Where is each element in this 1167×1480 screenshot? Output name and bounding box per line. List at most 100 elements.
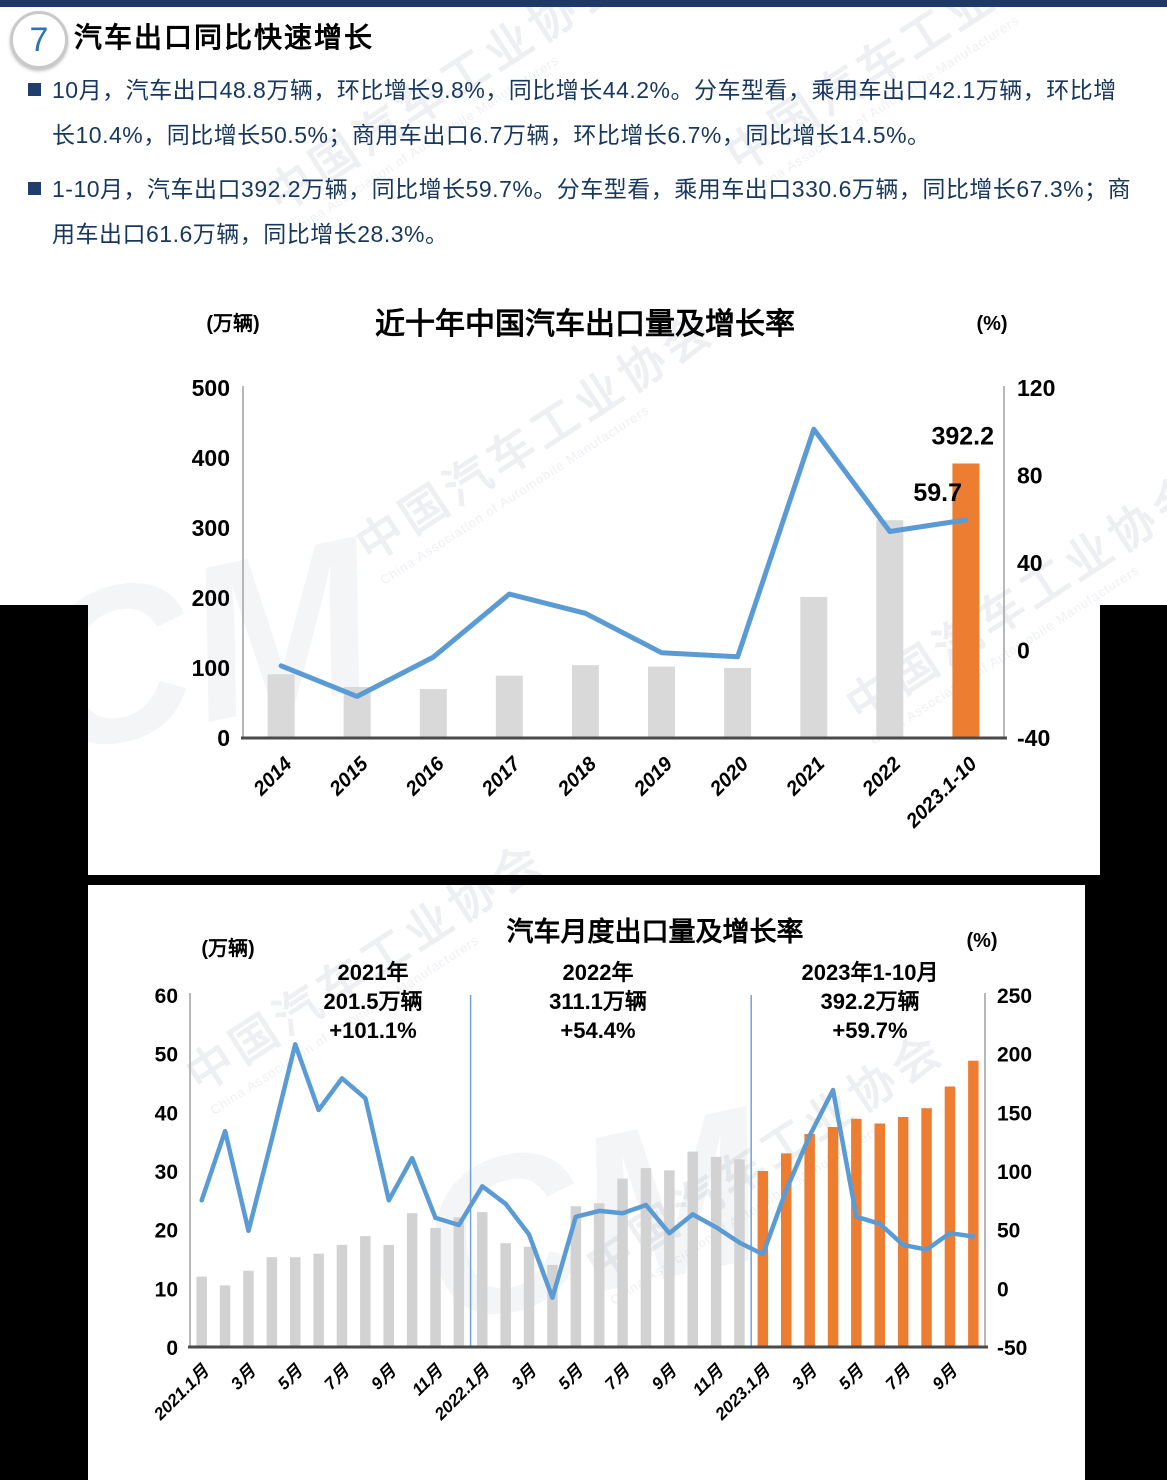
period-annotation: +59.7%: [832, 1018, 907, 1043]
right-axis-unit-label: (%): [976, 313, 1007, 335]
x-axis-tick: 5月: [274, 1361, 307, 1394]
export-volume-bar: [430, 1227, 441, 1347]
export-volume-bar: [570, 1206, 582, 1347]
left-axis-tick: 0: [166, 1337, 178, 1360]
background-right-lower-black: [1085, 875, 1167, 1480]
x-axis-tick: 2021.1月: [150, 1361, 214, 1425]
right-axis-tick: 80: [1017, 463, 1043, 489]
bar-value-label: 392.2: [931, 422, 994, 450]
export-volume-bar: [593, 1203, 605, 1347]
export-volume-bar: [757, 1171, 769, 1347]
x-axis-tick: 7月: [321, 1361, 354, 1394]
period-annotation: 2022年: [563, 960, 634, 985]
bullet-item: 1-10月，汽车出口392.2万辆，同比增长59.7%。分车型看，乘用车出口33…: [28, 167, 1138, 257]
bullet-item: 10月，汽车出口48.8万辆，环比增长9.8%，同比增长44.2%。分车型看，乘…: [28, 68, 1138, 158]
export-volume-bar: [243, 1270, 254, 1347]
x-axis-tick: 2014: [249, 753, 297, 801]
right-axis-tick: 150: [997, 1102, 1032, 1125]
left-axis-tick: 100: [192, 655, 230, 681]
chart-title: 汽车月度出口量及增长率: [507, 916, 804, 947]
export-volume-bar: [571, 665, 599, 738]
left-axis-tick: 50: [155, 1044, 178, 1067]
right-axis-tick: 40: [1017, 550, 1043, 576]
x-axis-tick: 2016: [401, 752, 449, 800]
x-axis-tick: 7月: [601, 1361, 634, 1394]
left-axis-tick: 300: [192, 515, 230, 541]
x-axis-tick: 2020: [705, 753, 753, 801]
export-volume-bar: [897, 1117, 909, 1347]
x-axis-tick: 2021: [782, 753, 830, 801]
export-volume-bar: [360, 1236, 371, 1347]
left-axis-tick: 200: [192, 585, 230, 611]
period-annotation: +54.4%: [560, 1018, 635, 1043]
period-annotation: 392.2万辆: [820, 989, 919, 1014]
chart-title: 近十年中国汽车出口量及增长率: [375, 307, 795, 341]
left-axis-tick: 0: [217, 725, 230, 751]
left-axis-tick: 10: [155, 1278, 178, 1301]
export-volume-bar: [952, 463, 980, 738]
right-axis-unit-label: (%): [966, 930, 997, 952]
export-volume-bar: [406, 1213, 418, 1347]
left-axis-tick: 500: [192, 375, 230, 401]
x-axis-tick: 2015: [325, 752, 373, 800]
page-title: 汽车出口同比快速增长: [74, 22, 375, 53]
export-volume-bar: [648, 666, 675, 738]
bullet-square-icon: [28, 182, 41, 195]
export-volume-bar: [419, 689, 447, 738]
left-axis-tick: 400: [192, 445, 230, 471]
export-volume-bar: [968, 1060, 979, 1347]
export-volume-bar: [477, 1212, 488, 1347]
x-axis-tick: 3月: [788, 1361, 821, 1394]
period-annotation: 2021年: [338, 960, 409, 985]
export-volume-bar: [290, 1257, 301, 1347]
left-axis-unit-label: (万辆): [206, 311, 259, 335]
summary-bullet-list: 10月，汽车出口48.8万辆，环比增长9.8%，同比增长44.2%。分车型看，乘…: [28, 68, 1138, 266]
x-axis-tick: 7月: [882, 1361, 915, 1394]
x-axis-tick: 5月: [554, 1361, 587, 1394]
x-axis-tick: 2023.1-10: [902, 753, 982, 833]
right-axis-tick: 120: [1017, 375, 1055, 401]
right-axis-tick: 100: [997, 1161, 1032, 1184]
growth-rate-line: [199, 1042, 976, 1300]
export-volume-bar: [710, 1156, 722, 1347]
left-axis-tick: 40: [155, 1102, 178, 1125]
export-volume-bar: [804, 1134, 815, 1347]
export-volume-bar: [219, 1285, 231, 1347]
export-volume-bar: [921, 1108, 932, 1347]
export-volume-bar: [876, 520, 904, 738]
right-axis-tick: 0: [997, 1278, 1009, 1301]
export-volume-bar: [313, 1253, 324, 1347]
line-value-label: 59.7: [913, 479, 962, 507]
export-volume-bar: [724, 668, 752, 738]
export-volume-bar: [523, 1246, 535, 1347]
bullet-text: 10月，汽车出口48.8万辆，环比增长9.8%，同比增长44.2%。分车型看，乘…: [52, 77, 1117, 148]
export-volume-bar: [617, 1178, 628, 1347]
export-volume-bar: [800, 596, 828, 738]
export-volume-bar: [687, 1151, 698, 1347]
background-divider-band: [88, 875, 1100, 885]
export-volume-bar: [336, 1244, 348, 1347]
left-axis-tick: 30: [155, 1161, 178, 1184]
period-annotation: +101.1%: [329, 1018, 416, 1043]
x-axis-tick: 9月: [648, 1361, 681, 1394]
export-volume-bar: [874, 1123, 885, 1347]
background-right-upper-black: [1100, 605, 1167, 875]
right-axis-tick: 0: [1017, 638, 1030, 664]
export-volume-bar: [500, 1243, 511, 1347]
export-volume-bar: [495, 675, 523, 738]
export-volume-bar: [453, 1217, 465, 1347]
bullet-text: 1-10月，汽车出口392.2万辆，同比增长59.7%。分车型看，乘用车出口33…: [52, 176, 1132, 247]
left-axis-tick: 60: [155, 985, 178, 1008]
period-annotation: 311.1万辆: [549, 989, 647, 1014]
bullet-square-icon: [28, 83, 41, 96]
right-axis-tick: 250: [997, 985, 1032, 1008]
right-axis-tick: -40: [1017, 725, 1050, 751]
export-volume-bar: [267, 674, 295, 738]
x-axis-tick: 2022: [858, 753, 906, 801]
top-accent-bar: [0, 0, 1167, 7]
x-axis-tick: 2018: [553, 752, 601, 800]
export-volume-bar: [664, 1170, 675, 1347]
period-annotation: 201.5万辆: [323, 989, 422, 1014]
growth-rate-line: [278, 426, 969, 699]
